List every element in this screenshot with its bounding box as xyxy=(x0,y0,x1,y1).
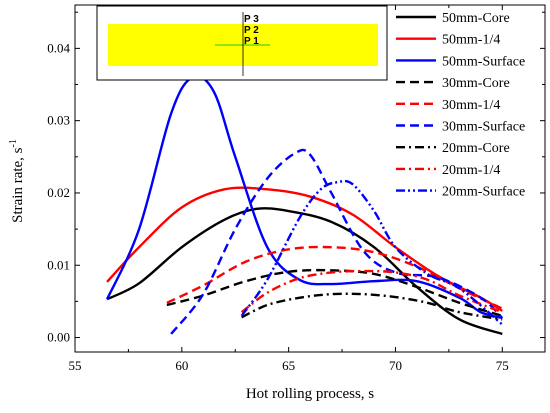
series-line-20mm-surface xyxy=(240,179,504,326)
series-line-20mm-core xyxy=(241,292,503,321)
y-tick-label: 0.00 xyxy=(47,330,70,345)
legend-label: 30mm-Surface xyxy=(442,120,525,135)
inset-label-p1: P 1 xyxy=(244,36,259,47)
x-tick-label: 65 xyxy=(282,358,295,373)
legend-label: 20mm-1/4 xyxy=(442,163,500,178)
y-tick-label: 0.04 xyxy=(47,40,70,55)
x-tick-label: 75 xyxy=(496,358,509,373)
legend-label: 30mm-Core xyxy=(442,76,510,91)
series-line-50mm-1-4 xyxy=(106,186,503,312)
inset-diagram: P 3 P 2 P 1 xyxy=(96,5,388,81)
legend-label: 30mm-1/4 xyxy=(442,98,500,113)
tick-label-layer: 55 60 65 70 75 0.00 0.01 0.02 0.03 0.04 xyxy=(47,40,509,373)
y-axis-title-main: Strain rate, s xyxy=(10,147,26,223)
series-line-30mm-surface xyxy=(170,148,504,335)
legend-label: 20mm-Core xyxy=(442,141,510,156)
legend-label: 50mm-Surface xyxy=(442,54,525,69)
x-tick-label: 60 xyxy=(175,358,188,373)
y-axis-title-superscript: -1 xyxy=(8,139,19,147)
x-axis-title: Hot rolling process, s xyxy=(246,386,374,402)
legend-label: 20mm-Surface xyxy=(442,185,525,200)
x-tick-label: 55 xyxy=(69,358,82,373)
x-tick-label: 70 xyxy=(389,358,402,373)
series-line-30mm-core xyxy=(166,268,503,317)
y-tick-label: 0.02 xyxy=(47,185,70,200)
legend: 50mm-Core 50mm-1/4 50mm-Surface 30mm-Core 30… xyxy=(396,11,525,200)
inset-label-p2: P 2 xyxy=(244,25,259,36)
y-axis-title: Strain rate, s-1 xyxy=(8,139,26,223)
series-line-50mm-core xyxy=(106,207,503,336)
inset-label-p3: P 3 xyxy=(244,14,259,25)
y-tick-label: 0.03 xyxy=(47,113,70,128)
series-line-30mm-1-4 xyxy=(166,245,503,310)
legend-label: 50mm-1/4 xyxy=(442,33,500,48)
legend-label: 50mm-Core xyxy=(442,11,510,26)
series-line-50mm-surface xyxy=(105,74,503,320)
series-line-20mm-1-4 xyxy=(240,269,503,314)
series-layer xyxy=(105,74,504,336)
plot-frame xyxy=(74,4,546,353)
y-tick-label: 0.01 xyxy=(47,257,70,272)
